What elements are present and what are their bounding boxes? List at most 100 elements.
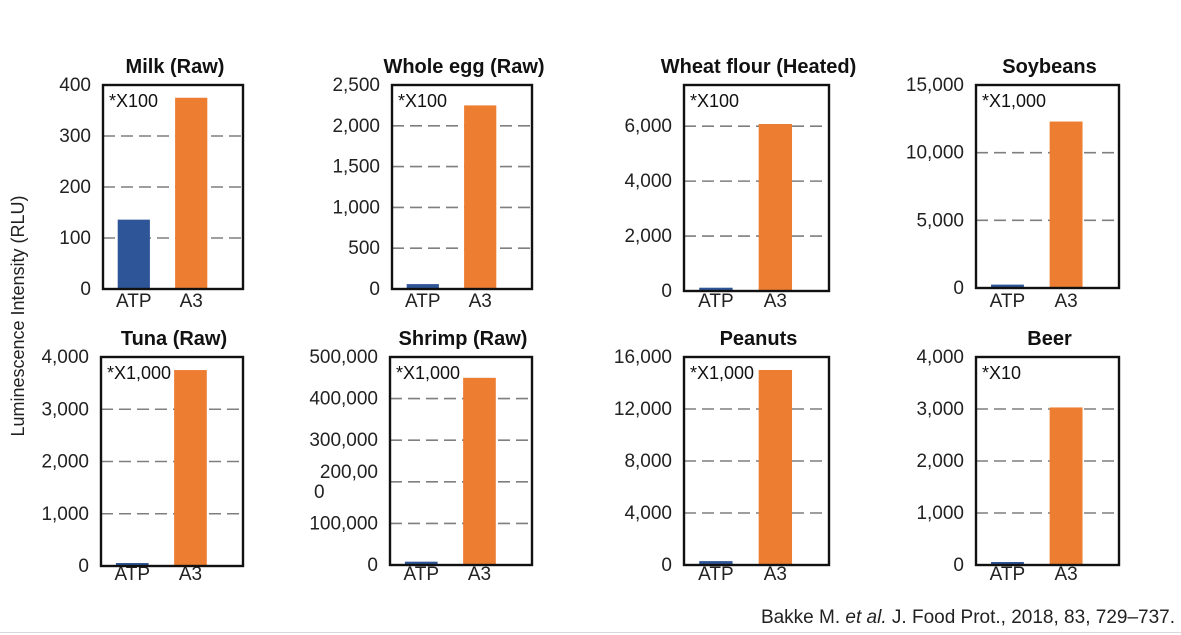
x-category-label: A3 [1054, 291, 1077, 312]
multiplier-note: *X100 [109, 91, 158, 111]
multiplier-note: *X1,000 [690, 363, 754, 383]
y-tick-label: 0 [953, 278, 964, 299]
x-category-label: A3 [764, 564, 787, 585]
y-tick-label: 200,00 0 [314, 462, 378, 503]
chart-title: Milk (Raw) [126, 56, 225, 78]
x-category-label: ATP [990, 564, 1026, 585]
chart-title: Tuna (Raw) [121, 328, 227, 350]
bar-a3 [758, 370, 793, 565]
bar-a3 [758, 124, 793, 291]
chart-title: Soybeans [1002, 56, 1096, 78]
plot-frame [99, 355, 245, 568]
plot-frame [974, 83, 1121, 290]
y-tick-label: 12,000 [614, 399, 672, 420]
panel-tuna-raw: Tuna (Raw) 0 1,000 2,000 3,000 4,000 ATP A3 *X1,… [41, 328, 245, 585]
y-tick-label: 500,000 [309, 347, 378, 368]
y-tick-label: 500 [348, 238, 380, 259]
plot-frame [682, 83, 831, 293]
bar-atp [117, 219, 150, 289]
plot-frame [388, 355, 534, 567]
bar-a3 [464, 105, 497, 290]
plot-frame [682, 355, 831, 567]
y-tick-label: 0 [367, 555, 378, 576]
shared-y-axis-label: Luminescence Intensity (RLU) [8, 195, 28, 436]
chart-title: Whole egg (Raw) [383, 56, 544, 78]
panel-milk-raw: Milk (Raw) 0 100 200 300 400 ATP A3 *X100 [59, 56, 245, 312]
panel-soybeans: Soybeans 0 5,000 10,000 15,000 ATP A3 *X1,000 [906, 56, 1121, 312]
x-category-label: ATP [405, 291, 441, 312]
bar-atp [404, 561, 438, 565]
y-tick-label: 2,000 [916, 451, 964, 472]
x-category-label: ATP [698, 291, 734, 312]
y-tick-label: 0 [661, 555, 672, 576]
chart-title: Shrimp (Raw) [399, 328, 528, 350]
multiplier-note: *X1,000 [982, 91, 1046, 111]
y-tick-label: 6,000 [624, 116, 672, 137]
y-tick-label: 4,000 [624, 503, 672, 524]
citation: Bakke M. et al. J. Food Prot., 2018, 83,… [761, 607, 1175, 628]
y-tick-label: 16,000 [614, 347, 672, 368]
y-tick-label: 4,000 [41, 347, 89, 368]
bar-a3 [1049, 121, 1083, 288]
x-category-label: A3 [1054, 564, 1077, 585]
bar-a3 [175, 97, 208, 289]
bar-atp [406, 284, 439, 289]
panel-whole-egg-raw: Whole egg (Raw) 0 500 1,000 1,500 2,000 2,500 A… [332, 56, 544, 312]
y-tick-label: 0 [953, 555, 964, 576]
bar-atp [699, 287, 733, 291]
bar-atp [115, 563, 149, 566]
chart-title: Peanuts [720, 328, 798, 350]
x-category-label: A3 [764, 291, 787, 312]
y-tick-label: 10,000 [906, 143, 964, 164]
y-tick-label: 4,000 [916, 347, 964, 368]
x-category-label: A3 [180, 291, 203, 312]
y-tick-label: 1,500 [332, 157, 380, 178]
y-tick-label: 3,000 [41, 399, 89, 420]
multiplier-note: *X10 [982, 363, 1021, 383]
y-tick-label: 0 [661, 281, 672, 302]
x-category-label: ATP [403, 564, 439, 585]
x-category-label: ATP [116, 291, 152, 312]
y-tick-label: 400 [59, 75, 91, 96]
y-tick-label: 5,000 [916, 210, 964, 231]
bottom-divider [0, 632, 1181, 633]
plot-frame [101, 83, 245, 291]
plot-frame [974, 355, 1121, 567]
multiplier-note: *X100 [398, 91, 447, 111]
y-tick-label: 0 [369, 279, 380, 300]
bar-a3 [463, 377, 496, 565]
y-tick-label: 1,000 [332, 197, 380, 218]
y-tick-label: 2,500 [332, 75, 380, 96]
bar-a3 [174, 370, 207, 566]
plot-frame [390, 83, 534, 291]
bar-atp [991, 284, 1024, 288]
y-tick-label: 300 [59, 126, 91, 147]
x-category-label: A3 [179, 564, 202, 585]
y-tick-label: 2,000 [332, 116, 380, 137]
y-tick-label: 2,000 [41, 452, 89, 473]
x-category-label: ATP [698, 564, 734, 585]
x-category-label: A3 [469, 291, 492, 312]
chart-title: Wheat flour (Heated) [661, 56, 857, 78]
panel-wheat-flour-heated: Wheat flour (Heated) 0 2,000 4,000 6,000 ATP A… [624, 56, 856, 312]
multiplier-note: *X1,000 [396, 363, 460, 383]
y-tick-label: 8,000 [624, 451, 672, 472]
y-tick-label: 400,000 [309, 389, 378, 410]
bar-atp [991, 562, 1024, 565]
multiplier-note: *X100 [690, 91, 739, 111]
y-tick-label: 1,000 [41, 504, 89, 525]
panel-beer: Beer 0 1,000 2,000 3,000 4,000 ATP A3 *X10 [916, 328, 1121, 585]
y-tick-label: 1,000 [916, 503, 964, 524]
y-tick-label: 100 [59, 228, 91, 249]
bar-a3 [1049, 407, 1083, 565]
chart-title: Beer [1027, 328, 1072, 350]
y-tick-label: 0 [78, 556, 89, 577]
y-tick-label: 2,000 [624, 226, 672, 247]
x-category-label: ATP [990, 291, 1026, 312]
y-tick-label: 15,000 [906, 75, 964, 96]
y-tick-label: 3,000 [916, 399, 964, 420]
y-tick-label: 100,000 [309, 513, 378, 534]
y-tick-label: 4,000 [624, 171, 672, 192]
